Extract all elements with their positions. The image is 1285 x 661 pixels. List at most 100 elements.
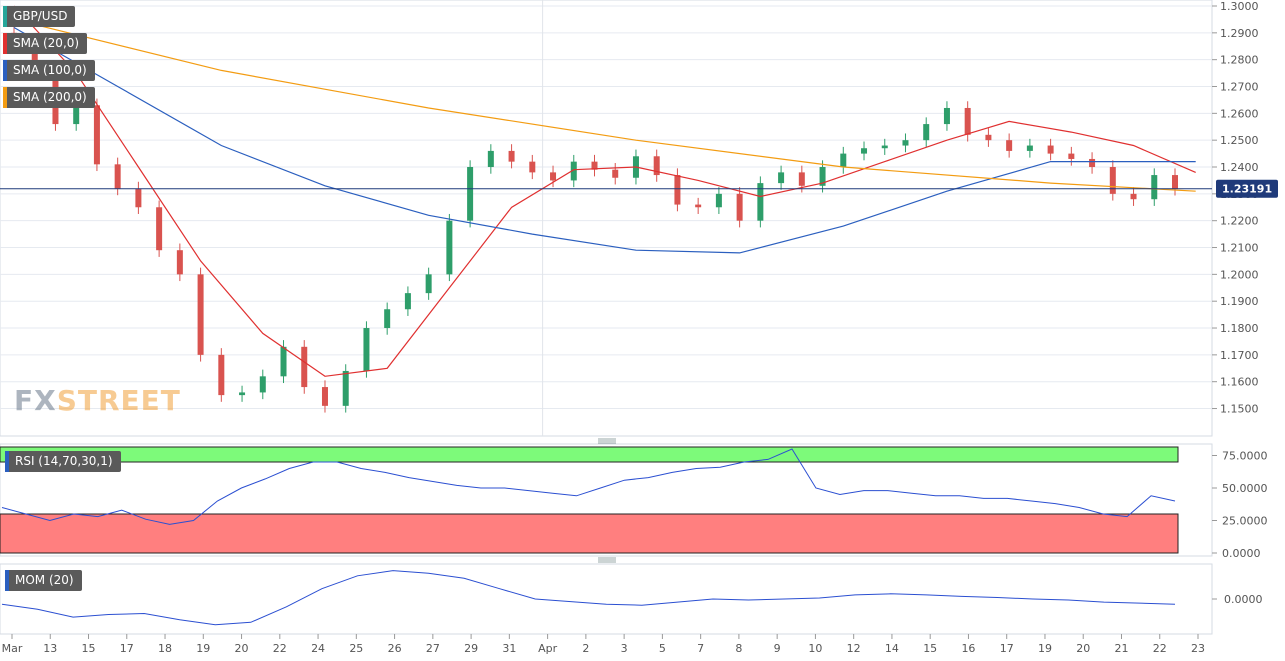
logo-part: STREET [56, 384, 181, 417]
candle-body [508, 150, 515, 162]
legend-label: MOM (20) [15, 573, 74, 587]
rsi-oversold-zone [0, 513, 1179, 554]
price-pane-bg [0, 0, 1213, 437]
candle-body [1047, 145, 1054, 154]
candle-body [840, 153, 847, 168]
candle-body [156, 207, 163, 251]
x-tick-label: 5 [659, 642, 666, 655]
candle-body [73, 105, 80, 125]
y-tick-label: 1.3000 [1220, 0, 1259, 13]
candle-body [736, 193, 743, 221]
x-tick-label: 3 [621, 642, 628, 655]
y-tick-label: 1.2500 [1220, 134, 1259, 147]
mom-line [1, 570, 1176, 626]
candle-body [964, 107, 971, 135]
candle-body [404, 293, 411, 310]
candle-body [715, 193, 722, 208]
candle-body [1068, 153, 1075, 159]
y-tick-label: 1.2100 [1220, 242, 1259, 255]
rsi-line [1, 448, 1176, 525]
x-tick-label: 9 [774, 642, 781, 655]
candle-body [176, 250, 183, 275]
y-tick-label: 1.2000 [1220, 268, 1259, 281]
legend-rsi[interactable]: RSI (14,70,30,1) [5, 451, 121, 472]
x-tick-label: 8 [735, 642, 742, 655]
candle-body [798, 172, 805, 186]
legend-sma200[interactable]: SMA (200,0) [3, 87, 95, 108]
candle-body [529, 161, 536, 173]
y-tick-label: 1.2700 [1220, 81, 1259, 94]
x-tick-label: 22 [273, 642, 287, 655]
x-tick-label: 13 [43, 642, 57, 655]
x-tick-label: 20 [235, 642, 249, 655]
candle-body [135, 188, 142, 208]
x-tick-label: 21 [1114, 642, 1128, 655]
last-price-label: 1.23191 [1222, 183, 1272, 196]
candle-body [819, 167, 826, 186]
legend-sma100[interactable]: SMA (100,0) [3, 60, 95, 81]
sma-line [13, 26, 1196, 254]
price-pane[interactable]: 1.3000 1.2900 1.2800 1.2700 1.2600 1.2500 1.24… [0, 0, 1278, 444]
legend-mom[interactable]: MOM (20) [5, 570, 82, 591]
candle-body [425, 274, 432, 294]
date-axis: Mar 13 15 17 18 19 20 22 24 25 26 27 29 31 Apr 2 3 5 7 8 9 10… [2, 634, 1205, 655]
y-tick-label: 1.1500 [1220, 403, 1259, 416]
x-tick-label: 17 [120, 642, 134, 655]
x-tick-label: 26 [388, 642, 402, 655]
candle-body [93, 105, 100, 165]
y-tick-label: 1.2800 [1220, 54, 1259, 67]
candle-body [301, 346, 308, 388]
y-tick-label: 25.0000 [1222, 515, 1268, 528]
x-tick-label: 31 [502, 642, 516, 655]
legend-swatch [3, 60, 7, 81]
legend-sma20[interactable]: SMA (20,0) [3, 33, 88, 54]
candle-body [487, 150, 494, 168]
x-tick-label: 7 [697, 642, 704, 655]
sma-line [13, 18, 1196, 192]
x-tick-label: Apr [538, 642, 558, 655]
candle-body [861, 148, 868, 154]
rsi-pane[interactable]: 75.0000 50.0000 25.0000 0.0000 [0, 443, 1268, 563]
x-tick-label: 2 [582, 642, 589, 655]
y-tick-label: 1.1900 [1220, 295, 1259, 308]
candle-body [1172, 175, 1178, 189]
candle-body [923, 124, 930, 141]
candle-body [31, 43, 38, 71]
legend-label: SMA (200,0) [13, 90, 87, 104]
candle-body [881, 145, 888, 149]
x-tick-label: 25 [349, 642, 363, 655]
logo-part: FX [14, 384, 57, 417]
legend-swatch [3, 6, 7, 27]
x-tick-label: 15 [923, 642, 937, 655]
x-tick-label: 27 [426, 642, 440, 655]
x-tick-label: 16 [961, 642, 975, 655]
x-tick-label: 17 [1000, 642, 1014, 655]
candle-body [1006, 140, 1013, 151]
candle-body [239, 392, 246, 396]
x-tick-label: 20 [1076, 642, 1090, 655]
last-price-marker [1216, 179, 1278, 198]
x-tick-label: 22 [1153, 642, 1167, 655]
x-tick-label: 19 [1038, 642, 1052, 655]
candle-body [259, 376, 266, 393]
candle-body [1026, 145, 1033, 151]
y-tick-label: 1.2600 [1220, 107, 1259, 120]
candle-body [197, 274, 204, 355]
candle-body [653, 156, 660, 176]
y-tick-label: 1.1600 [1220, 376, 1259, 389]
mom-pane-bg [0, 563, 1213, 635]
legend-swatch [5, 570, 9, 591]
rsi-overbought-zone [0, 446, 1179, 463]
y-tick-label: 1.2400 [1220, 161, 1259, 174]
candle-body [467, 167, 474, 221]
candle-body [280, 346, 287, 377]
sma-line [13, 5, 1196, 377]
y-tick-label: 1.1800 [1220, 322, 1259, 335]
legend-gbpusd[interactable]: GBP/USD [3, 6, 76, 27]
x-tick-label: Mar [2, 642, 23, 655]
momentum-pane[interactable]: 0.0000 [0, 563, 1263, 635]
candle-body [218, 354, 225, 396]
candle-body [695, 204, 702, 208]
x-tick-label: 12 [847, 642, 861, 655]
